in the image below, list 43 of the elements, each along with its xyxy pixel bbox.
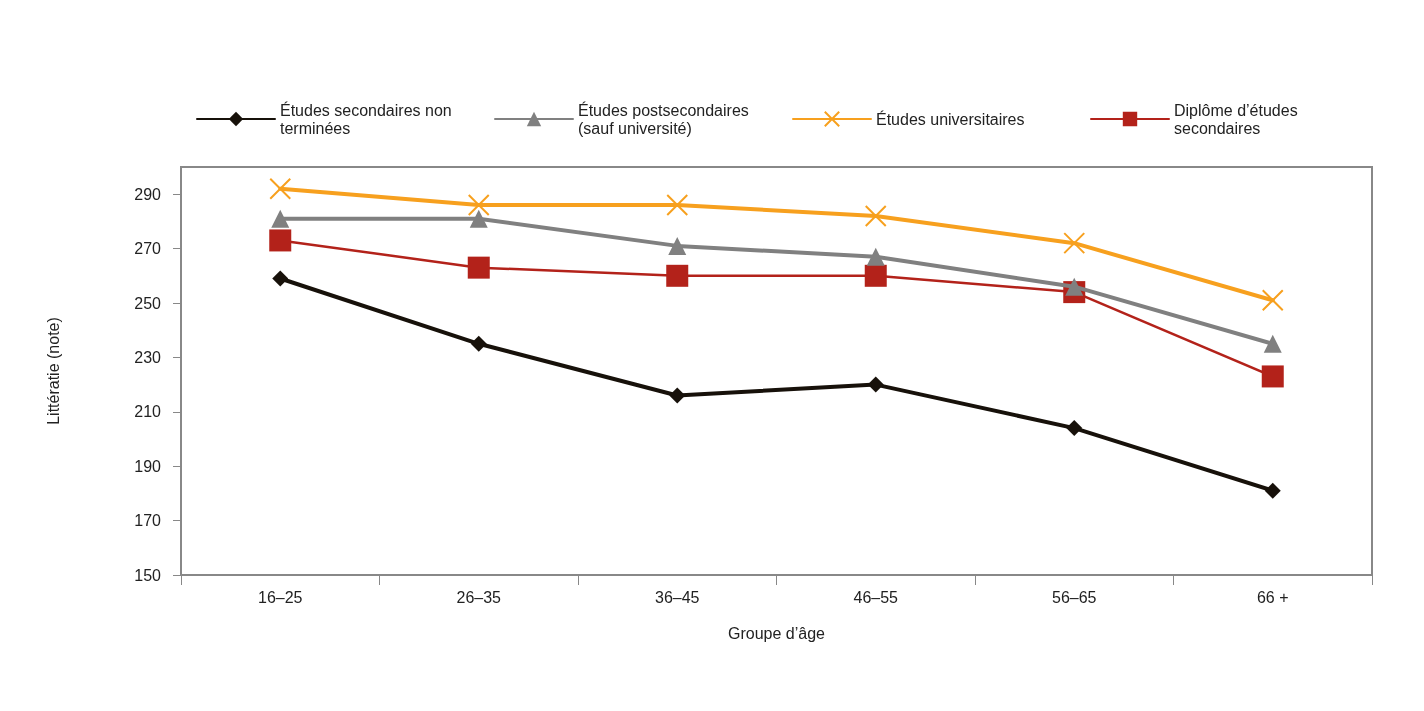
x-tick-label: 26–35 [456,588,502,606]
point [1264,482,1281,499]
x-tick-label: 36–45 [655,588,700,606]
y-tick-label: 150 [134,566,162,584]
x-tick-label: 66 + [1256,588,1289,606]
point [867,376,884,393]
x-tick-label: 16–25 [258,588,303,606]
point [668,236,687,255]
point [1261,289,1284,312]
point [666,194,689,217]
y-tick-label: 230 [134,348,162,366]
legend-label: Études postsecondaires (sauf université) [578,100,754,137]
x-tick-label: 56–65 [1052,588,1097,606]
y-tick-label: 170 [134,512,162,530]
point [470,335,487,352]
point [1066,420,1083,437]
point [1263,334,1282,353]
legend-label: Diplôme d’études secondaires [1174,101,1303,137]
y-tick-label: 190 [134,457,162,475]
point [1063,232,1086,255]
y-tick-label: 210 [134,403,162,421]
y-tick-label: 290 [134,185,162,203]
point [469,209,488,228]
y-tick-label: 250 [134,294,162,312]
point [1065,277,1084,296]
point [269,177,292,200]
point [866,247,885,266]
x-axis-title: Groupe d’âge [728,624,826,642]
point [271,209,290,228]
point [669,387,686,404]
point [467,194,490,217]
point [272,270,289,287]
y-axis-title: Littératie (note) [44,317,62,425]
y-tick-label: 270 [134,240,162,258]
legend-label: Études universitaires [876,109,1025,128]
point [666,264,689,287]
point [467,256,490,279]
point [1261,365,1284,388]
x-tick-label: 46–55 [853,588,899,606]
point [864,204,887,227]
legend-label: Études secondaires non terminées [280,100,457,137]
point [269,229,292,252]
point [864,264,887,287]
